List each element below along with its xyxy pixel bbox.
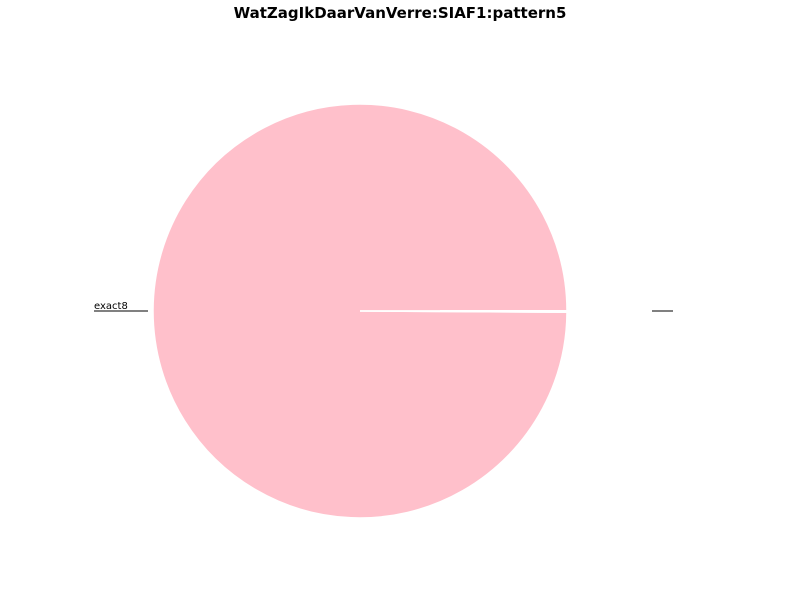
slice-label-0: exact8 bbox=[94, 301, 128, 312]
pie-slices bbox=[152, 103, 568, 519]
chart-title: WatZagIkDaarVanVerre:SIAF1:pattern5 bbox=[233, 4, 567, 22]
pie-labels: exact8 bbox=[94, 301, 673, 312]
